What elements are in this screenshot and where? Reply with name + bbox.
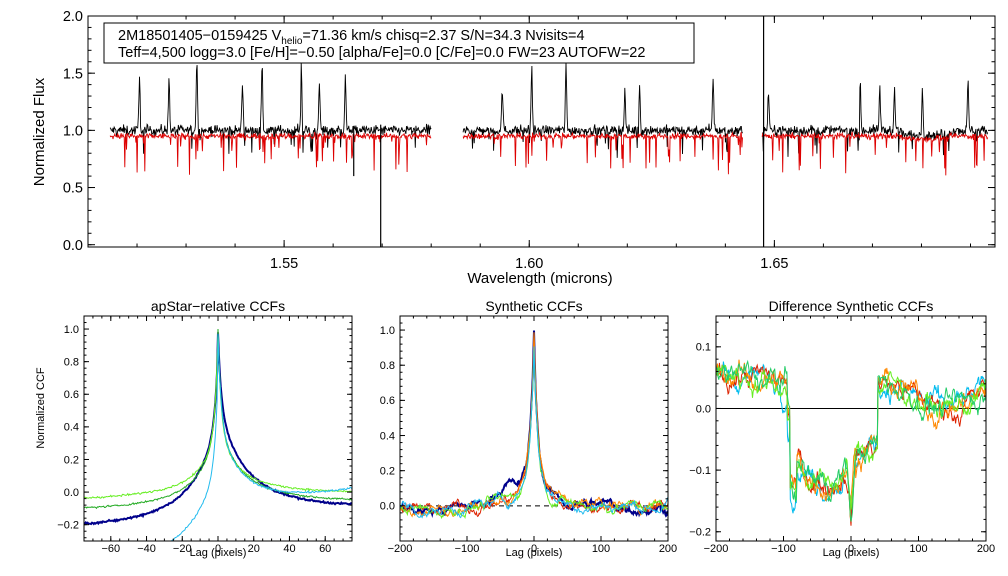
- synthetic_ccf-y-tick-label: 0.0: [380, 501, 395, 513]
- difference-ccf-title: Difference Synthetic CCFs: [769, 298, 934, 314]
- annotation-stats: =71.36 km/s chisq=2.37 S/N=34.3 Nvisits=…: [302, 28, 584, 44]
- spectrum-x-tick-label: 1.65: [760, 256, 788, 272]
- difference_ccf-x-tick-label: 200: [977, 543, 995, 555]
- synthetic-ccf-title: Synthetic CCFs: [485, 298, 582, 314]
- synthetic-ccf-series-4: [400, 348, 668, 520]
- difference_ccf-y-tick-label: 0.0: [696, 403, 711, 415]
- difference_ccf-clipped-area: [716, 359, 986, 526]
- synthetic-ccf-series-group: [400, 330, 668, 520]
- difference_ccf-x-tick-label: 0: [848, 543, 854, 555]
- apstar-ccf-x-axis-label: Lag (pixels): [190, 547, 247, 559]
- apstar-ccf-ticks: −60 −40 −20 0 20 40 60 −0.2 0.0 0.2 0.4 0.6 0.8 1.0: [57, 316, 353, 555]
- spectrum-x-axis-label: Wavelength (microns): [467, 270, 612, 287]
- spectrum-y-tick-label: 0.5: [63, 181, 83, 197]
- spectrum-series-observed: [109, 62, 989, 158]
- apstar_ccf-x-tick-label: 20: [248, 543, 260, 555]
- spectrum-y-tick-label: 1.5: [63, 66, 83, 82]
- spectrum-panel: 1.55 1.60 1.65 0.0 0.5 1.0 1.5 2.0 2M18501405−0…: [31, 9, 996, 287]
- difference-ccf-series-group: [716, 359, 986, 526]
- apstar-ccf-series-3: [84, 332, 352, 499]
- apstar_ccf-y-tick-label: 0.2: [64, 454, 79, 466]
- apstar-ccf-panel: apStar−relative CCFs −60 −40 −20 0 20 40 60 −0.…: [35, 298, 353, 559]
- apstar_ccf-y-tick-label: 1.0: [64, 324, 79, 336]
- synthetic_ccf-x-tick-label: 200: [659, 543, 677, 555]
- annotation-line-2: Teff=4,500 logg=3.0 [Fe/H]=−0.50 [alpha/…: [118, 45, 645, 61]
- annotation-vhelio-subscript: helio: [281, 36, 303, 47]
- annotation-star-id: 2M18501405−0159425 V: [118, 28, 282, 44]
- apstar_ccf-y-tick-label: 0.0: [64, 487, 79, 499]
- spectrum-annotation-box: 2M18501405−0159425 Vhelio=71.36 km/s chi…: [103, 22, 695, 64]
- synthetic_ccf-y-tick-label: 0.2: [380, 466, 395, 478]
- difference-ccf-panel: Difference Synthetic CCFs −200 −100 0 100 20…: [689, 298, 995, 559]
- apstar_ccf-y-tick-label: 0.8: [64, 357, 79, 369]
- difference-ccf-x-axis-label: Lag (pixels): [823, 547, 880, 559]
- apstar_ccf-x-tick-label: −60: [101, 543, 120, 555]
- synthetic_ccf-y-tick-label: 1.0: [380, 325, 395, 337]
- synthetic_ccf-clipped-area: [400, 330, 668, 520]
- apstar_ccf-x-tick-label: −20: [173, 543, 192, 555]
- spectrum-x-tick-label: 1.55: [270, 256, 298, 272]
- apstar_ccf-x-tick-label: −40: [137, 543, 156, 555]
- spectrum-y-tick-label: 2.0: [63, 9, 83, 25]
- difference_ccf-x-tick-label: 100: [909, 543, 927, 555]
- spectrum-clipped-area: [109, 16, 989, 247]
- synthetic-ccf-ticks: −200 −100 0 100 200 0.0 0.2 0.4 0.6 0.8 1.0: [380, 316, 677, 555]
- annotation-frame: [103, 22, 695, 64]
- difference_ccf-y-tick-label: 0.1: [696, 342, 711, 354]
- synthetic_ccf-y-tick-label: 0.4: [380, 430, 395, 442]
- synthetic-ccf-x-axis-label: Lag (pixels): [506, 547, 563, 559]
- synthetic_ccf-y-tick-label: 0.6: [380, 395, 395, 407]
- spectrum-x-tick-label: 1.60: [515, 256, 543, 272]
- spectrum-y-tick-label: 1.0: [63, 123, 83, 139]
- difference-ccf-ticks: −200 −100 0 100 200 −0.2 −0.1 0.0 0.1: [689, 316, 995, 555]
- apstar_ccf-x-tick-label: 0: [215, 543, 221, 555]
- synthetic_ccf-x-tick-label: 0: [531, 543, 537, 555]
- spectrum-series-model: [109, 131, 989, 176]
- difference_ccf-y-tick-label: −0.1: [689, 465, 711, 477]
- apstar_ccf-clipped-area: [84, 328, 352, 541]
- spectrum-series-group: [109, 16, 989, 247]
- annotation-line-1: 2M18501405−0159425 Vhelio=71.36 km/s chi…: [118, 28, 585, 47]
- spectrum-y-tick-label: 0.0: [63, 238, 83, 254]
- apstar_ccf-y-tick-label: 0.4: [64, 422, 79, 434]
- synthetic_ccf-x-tick-label: −200: [388, 543, 413, 555]
- apstar_ccf-y-tick-label: 0.6: [64, 389, 79, 401]
- apstar-ccf-series-group: [84, 328, 352, 541]
- difference_ccf-x-tick-label: −200: [704, 543, 729, 555]
- difference_ccf-x-tick-label: −100: [771, 543, 796, 555]
- difference-ccf-series-4: [716, 364, 986, 510]
- apstar_ccf-x-tick-label: 40: [283, 543, 295, 555]
- synthetic-ccf-series-5: [400, 346, 668, 519]
- synthetic_ccf-x-tick-label: −100: [455, 543, 480, 555]
- synthetic-ccf-panel: Synthetic CCFs −200 −100 0 100 200 0.0 0.2 0.4 0…: [380, 298, 677, 559]
- apstar-ccf-series-2: [84, 328, 352, 510]
- difference_ccf-y-tick-label: −0.2: [689, 527, 711, 539]
- apstar_ccf-y-tick-label: −0.2: [57, 520, 79, 532]
- synthetic_ccf-x-tick-label: 100: [592, 543, 610, 555]
- synthetic_ccf-y-tick-label: 0.8: [380, 360, 395, 372]
- apstar-ccf-y-axis-label: Normalized CCF: [35, 367, 47, 449]
- difference-ccf-series-5: [716, 359, 986, 522]
- apstar-ccf-title: apStar−relative CCFs: [151, 298, 285, 314]
- spectrum-y-axis-label: Normalized Flux: [31, 77, 48, 186]
- spectrum-ticks: 1.55 1.60 1.65 0.0 0.5 1.0 1.5 2.0: [63, 9, 995, 272]
- apstar_ccf-x-tick-label: 60: [319, 543, 331, 555]
- spectrum-plot-frame: [87, 15, 996, 248]
- apstar-ccf-series-4: [167, 333, 352, 541]
- difference-ccf-series-3: [716, 359, 986, 518]
